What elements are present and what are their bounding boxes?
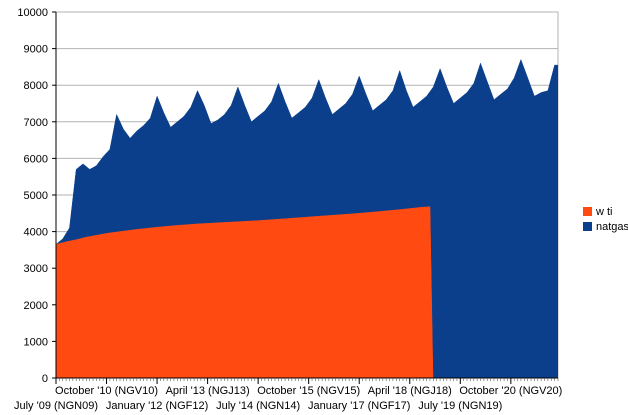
legend-label-natgas: natgas [596, 221, 628, 233]
x-tick-label: July '14 (NGN14) [216, 400, 300, 412]
x-tick-label: October '10 (NGV10) [55, 385, 158, 397]
y-tick-label: 6000 [24, 153, 48, 165]
y-tick-label: 5000 [24, 190, 48, 202]
x-axis-minor-ticks [55, 378, 559, 381]
x-tick-label: July '19 (NGN19) [418, 400, 502, 412]
x-tick-label: January '12 (NGF12) [106, 400, 208, 412]
legend: w ti natgas [583, 206, 628, 233]
y-tick-label: 3000 [24, 263, 48, 275]
x-tick-label: April '18 (NGJ18) [368, 385, 452, 397]
y-tick-label: 8000 [24, 80, 48, 92]
x-tick-label: January '17 (NGF17) [308, 400, 410, 412]
y-tick-label: 10000 [17, 7, 48, 19]
x-axis: July '09 (NGN09) October '10 (NGV10) Janua… [14, 378, 562, 412]
x-tick-label: October '15 (NGV15) [257, 385, 360, 397]
x-tick-label: April '13 (NGJ13) [166, 385, 250, 397]
y-tick-label: 9000 [24, 44, 48, 56]
y-tick-label: 0 [42, 373, 48, 385]
series-areas [56, 58, 558, 378]
y-tick-label: 2000 [24, 300, 48, 312]
y-tick-label: 1000 [24, 336, 48, 348]
y-axis: 0 1000 2000 3000 4000 5000 6000 7000 8000 9000 100… [17, 7, 56, 385]
legend-swatch-w-ti [583, 207, 592, 216]
x-tick-label: October '20 (NGV20) [459, 385, 562, 397]
legend-swatch-natgas [583, 222, 592, 231]
series-area-w-ti [56, 206, 434, 378]
x-tick-label: July '09 (NGN09) [14, 400, 98, 412]
legend-label-w-ti: w ti [595, 206, 613, 218]
y-tick-label: 4000 [24, 227, 48, 239]
y-tick-label: 7000 [24, 117, 48, 129]
